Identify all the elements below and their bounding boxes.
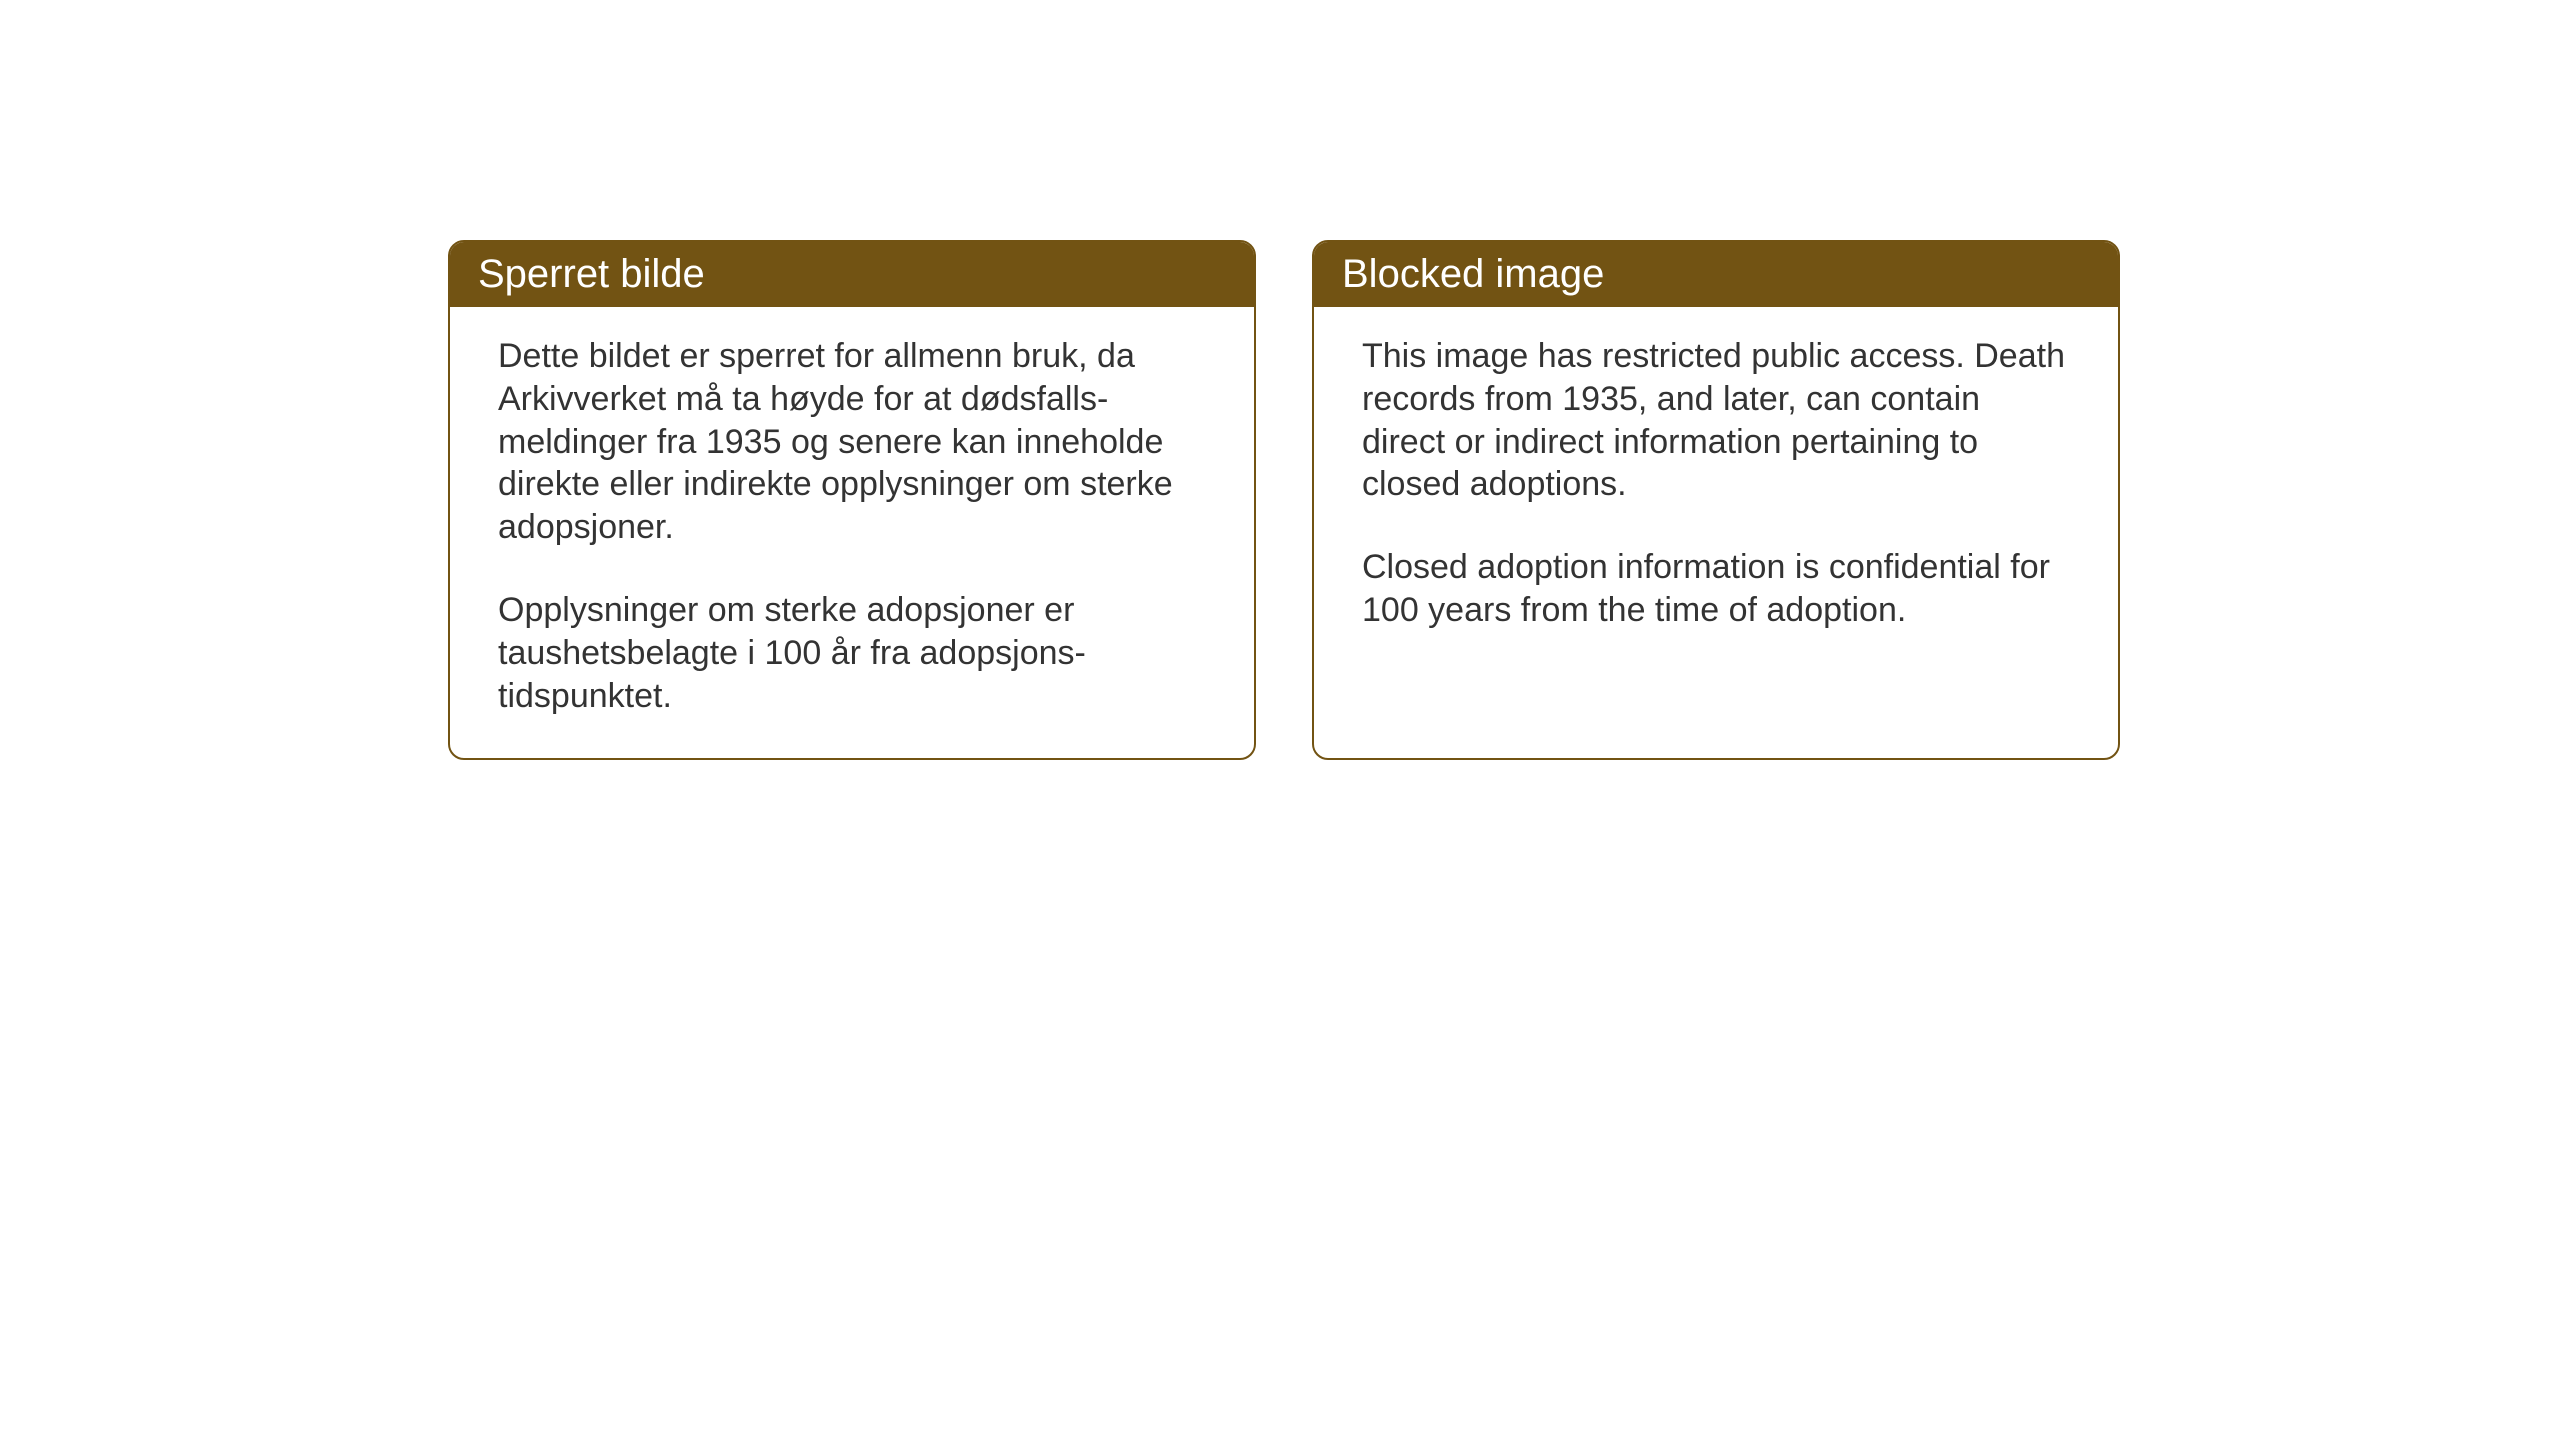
notice-body-norwegian: Dette bildet er sperret for allmenn bruk… [450, 307, 1254, 758]
notice-container: Sperret bilde Dette bildet er sperret fo… [448, 240, 2120, 760]
notice-title-norwegian: Sperret bilde [478, 252, 705, 296]
notice-header-english: Blocked image [1314, 242, 2118, 307]
notice-paragraph-1-english: This image has restricted public access.… [1362, 335, 2070, 506]
notice-body-english: This image has restricted public access.… [1314, 307, 2118, 672]
notice-paragraph-2-english: Closed adoption information is confident… [1362, 546, 2070, 632]
notice-card-english: Blocked image This image has restricted … [1312, 240, 2120, 760]
notice-title-english: Blocked image [1342, 252, 1604, 296]
notice-card-norwegian: Sperret bilde Dette bildet er sperret fo… [448, 240, 1256, 760]
notice-paragraph-1-norwegian: Dette bildet er sperret for allmenn bruk… [498, 335, 1206, 549]
notice-header-norwegian: Sperret bilde [450, 242, 1254, 307]
notice-paragraph-2-norwegian: Opplysninger om sterke adopsjoner er tau… [498, 589, 1206, 717]
